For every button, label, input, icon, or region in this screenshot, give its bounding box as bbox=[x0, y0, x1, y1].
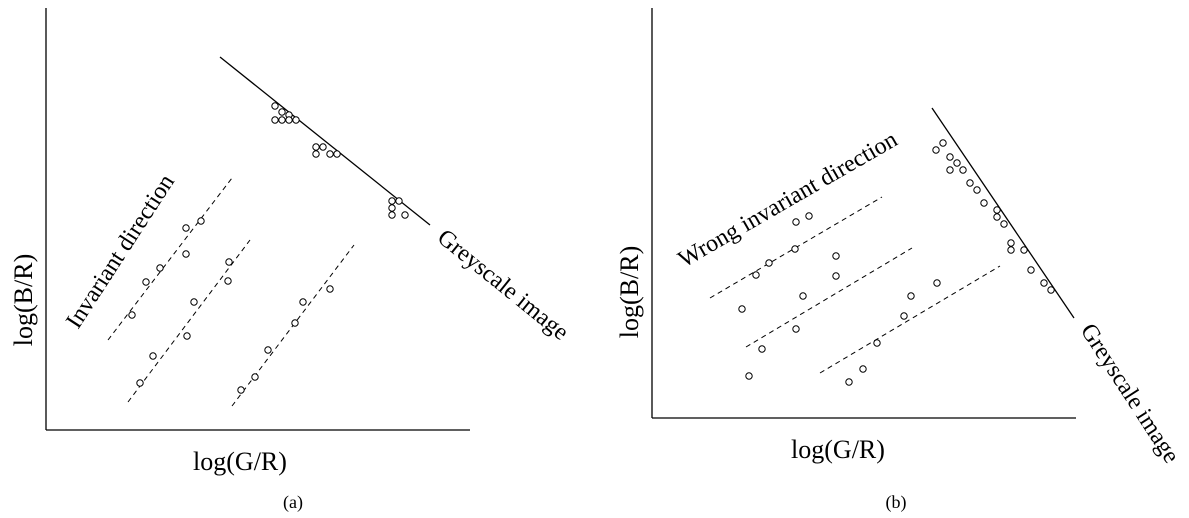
panel-a-caption: (a) bbox=[283, 492, 303, 513]
panel-a-cluster-point bbox=[401, 211, 409, 219]
panel-a-point bbox=[156, 264, 164, 272]
panel-b-invariant-line-3 bbox=[819, 265, 1001, 374]
panel-b-cluster-point bbox=[946, 166, 954, 174]
panel-a-cluster-point bbox=[395, 197, 403, 205]
panel-a-point bbox=[237, 386, 245, 394]
panel-a-cluster-point bbox=[271, 116, 279, 124]
panel-a-greyscale-clusters bbox=[271, 102, 409, 219]
panel-b-cluster-point bbox=[953, 159, 961, 167]
panel-b-point bbox=[738, 305, 746, 313]
panel-b-cluster-point bbox=[1040, 279, 1048, 287]
panel-b: Wrong invariant direction Greyscale imag… bbox=[615, 8, 1184, 513]
panel-b-cluster-point bbox=[1000, 220, 1008, 228]
panel-a-cluster-point bbox=[319, 143, 327, 151]
panel-b-point bbox=[805, 212, 813, 220]
panel-b-cluster-point bbox=[959, 166, 967, 174]
panel-b-point bbox=[933, 279, 941, 287]
panel-b-cluster-point bbox=[993, 206, 1001, 214]
panel-b-point bbox=[845, 378, 853, 386]
panel-a-cluster-point bbox=[312, 143, 320, 151]
panel-b-point bbox=[859, 365, 867, 373]
panel-b-cluster-point bbox=[1047, 286, 1055, 294]
panel-a-greyscale-label: Greyscale image bbox=[432, 224, 573, 345]
panel-a-invariant-line-2 bbox=[127, 239, 251, 403]
panel-b-greyscale-line bbox=[931, 107, 1075, 319]
panel-b-point bbox=[799, 292, 807, 300]
panel-b-cluster-point bbox=[1007, 239, 1015, 247]
panel-a-point bbox=[197, 217, 205, 225]
panel-b-cluster-point bbox=[966, 179, 974, 187]
panel-b-cluster-point bbox=[980, 199, 988, 207]
panel-a-cluster-point bbox=[333, 150, 341, 158]
panel-b-y-axis-label: log(B/R) bbox=[615, 246, 644, 338]
panel-a-greyscale-line bbox=[219, 56, 431, 226]
panel-b-point bbox=[832, 272, 840, 280]
panel-a-cluster-point bbox=[292, 116, 300, 124]
panel-b-point bbox=[765, 259, 773, 267]
panel-b-point bbox=[900, 312, 908, 320]
panel-a-point bbox=[183, 332, 191, 340]
panel-b-cluster-point bbox=[946, 153, 954, 161]
panel-b-greyscale-label: Greyscale image bbox=[1075, 319, 1184, 468]
panel-b-greyscale-clusters bbox=[932, 139, 1055, 294]
panel-b-cluster-point bbox=[1020, 246, 1028, 254]
panel-b-point bbox=[873, 339, 881, 347]
panel-a-point bbox=[182, 224, 190, 232]
panel-b-point bbox=[832, 252, 840, 260]
panel-b-cluster-point bbox=[1027, 266, 1035, 274]
panel-a-point bbox=[190, 298, 198, 306]
panel-b-point bbox=[758, 345, 766, 353]
panel-a-point bbox=[291, 319, 299, 327]
panel-a: Invariant direction Greyscale image log(… bbox=[9, 8, 573, 513]
panel-a-invariant-label: Invariant direction bbox=[61, 170, 180, 333]
panel-a-point bbox=[326, 285, 334, 293]
panel-a-cluster-point bbox=[271, 102, 279, 110]
panel-b-caption: (b) bbox=[886, 492, 907, 513]
panel-a-point bbox=[225, 258, 233, 266]
panel-a-scatter-points bbox=[128, 217, 334, 394]
panel-a-point bbox=[149, 352, 157, 360]
panel-b-invariant-label: Wrong invariant direction bbox=[674, 127, 902, 274]
panel-b-x-axis-label: log(G/R) bbox=[791, 435, 885, 464]
panel-b-point bbox=[752, 271, 760, 279]
panel-a-invariant-line-1 bbox=[107, 177, 233, 341]
panel-a-cluster-point bbox=[285, 116, 293, 124]
panel-a-point bbox=[136, 379, 144, 387]
panel-a-point bbox=[299, 298, 307, 306]
panel-a-x-axis-label: log(G/R) bbox=[193, 447, 287, 476]
panel-a-point bbox=[251, 373, 259, 381]
panel-a-cluster-point bbox=[312, 150, 320, 158]
panel-a-cluster-point bbox=[388, 197, 396, 205]
panel-b-cluster-point bbox=[993, 213, 1001, 221]
panel-a-y-axis-label: log(B/R) bbox=[9, 254, 38, 346]
panel-a-cluster-point bbox=[278, 116, 286, 124]
panel-b-point bbox=[792, 325, 800, 333]
panel-a-point bbox=[128, 311, 136, 319]
panel-b-point bbox=[745, 372, 753, 380]
panel-a-point bbox=[264, 346, 272, 354]
panel-a-cluster-point bbox=[388, 211, 396, 219]
panel-a-cluster-point bbox=[278, 108, 286, 116]
panel-a-point bbox=[142, 278, 150, 286]
panel-b-point bbox=[791, 245, 799, 253]
panel-b-cluster-point bbox=[973, 186, 981, 194]
panel-a-cluster-point bbox=[326, 150, 334, 158]
panel-a-point bbox=[224, 277, 232, 285]
panel-b-point bbox=[907, 292, 915, 300]
panel-a-cluster-point bbox=[388, 204, 396, 212]
panel-b-scatter-points bbox=[738, 212, 941, 386]
panel-b-cluster-point bbox=[932, 146, 940, 154]
panel-a-point bbox=[182, 250, 190, 258]
panel-b-cluster-point bbox=[1007, 246, 1015, 254]
panel-b-cluster-point bbox=[939, 139, 947, 147]
panel-b-point bbox=[792, 218, 800, 226]
